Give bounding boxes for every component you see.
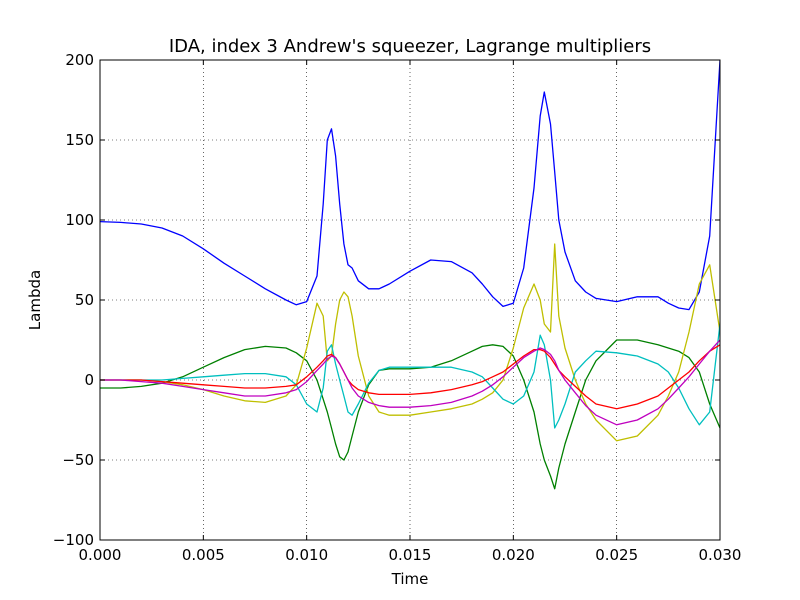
y-tick-label: −100: [53, 531, 94, 549]
y-tick-label: 200: [65, 51, 94, 69]
series-line-5: [100, 344, 720, 410]
x-tick-label: 0.025: [595, 546, 638, 564]
series-line-3: [100, 243, 720, 442]
series-line-1: [100, 60, 720, 311]
y-tick-label: 150: [65, 131, 94, 149]
x-tick-label: 0.000: [79, 546, 122, 564]
y-tick-label: 0: [84, 371, 94, 389]
series-line-4: [100, 323, 720, 429]
series-line-6: [100, 339, 720, 426]
x-tick-label: 0.015: [389, 546, 432, 564]
x-tick-label: 0.005: [182, 546, 225, 564]
x-axis-label: Time: [391, 570, 429, 588]
x-tick-label: 0.010: [285, 546, 328, 564]
x-tick-label: 0.020: [492, 546, 535, 564]
chart-title: IDA, index 3 Andrew's squeezer, Lagrange…: [169, 36, 651, 57]
y-tick-label: −50: [62, 451, 94, 469]
ticks: 0.000 0.005 0.010 0.015 0.020 0.025 0.030 −100 −…: [53, 51, 742, 564]
y-axis-label: Lambda: [26, 270, 44, 330]
series-layer: [100, 60, 720, 490]
y-tick-label: 100: [65, 211, 94, 229]
x-tick-label: 0.030: [699, 546, 742, 564]
y-tick-label: 50: [75, 291, 94, 309]
